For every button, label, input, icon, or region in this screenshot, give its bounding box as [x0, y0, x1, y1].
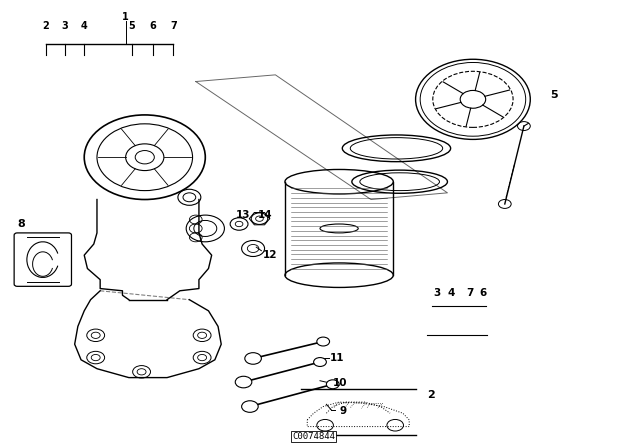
Text: 5: 5 — [550, 90, 558, 100]
Text: 5: 5 — [129, 21, 136, 31]
Text: 13: 13 — [236, 210, 250, 220]
Text: 4: 4 — [81, 21, 88, 31]
Circle shape — [317, 337, 330, 346]
Text: 9: 9 — [339, 406, 346, 416]
Text: C0074844: C0074844 — [292, 432, 335, 441]
Text: 7: 7 — [170, 21, 177, 31]
Text: 1: 1 — [122, 12, 129, 22]
Text: 6: 6 — [150, 21, 156, 31]
Circle shape — [236, 376, 252, 388]
Text: 4: 4 — [447, 288, 455, 298]
Text: 11: 11 — [330, 353, 345, 363]
Circle shape — [245, 353, 261, 364]
Text: 12: 12 — [262, 250, 277, 260]
Text: 2: 2 — [427, 390, 435, 401]
Circle shape — [242, 401, 258, 412]
Text: 3: 3 — [61, 21, 68, 31]
Text: 2: 2 — [43, 21, 49, 31]
Text: 7: 7 — [467, 288, 474, 298]
Circle shape — [314, 358, 326, 366]
Text: 3: 3 — [433, 288, 441, 298]
Text: 6: 6 — [479, 288, 486, 298]
Circle shape — [326, 380, 339, 389]
Text: 14: 14 — [257, 210, 272, 220]
Text: 8: 8 — [17, 219, 25, 229]
Text: 10: 10 — [333, 379, 348, 388]
